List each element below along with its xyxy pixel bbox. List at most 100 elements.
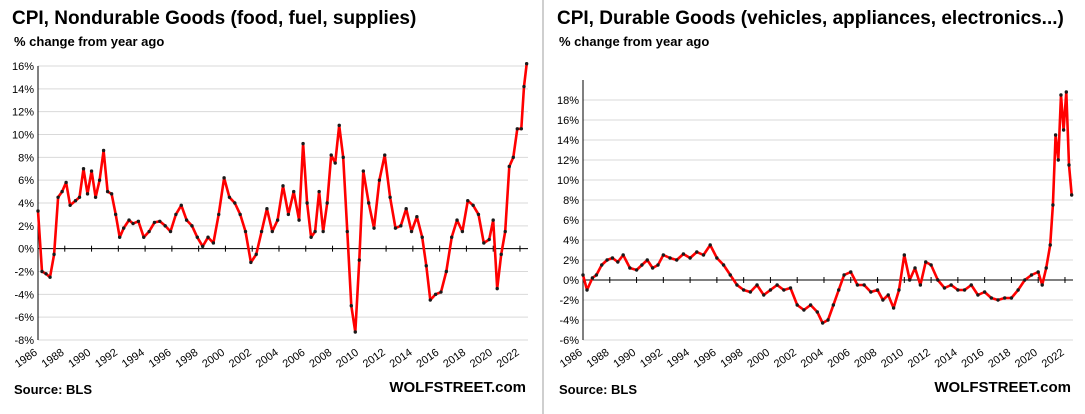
data-point bbox=[121, 226, 126, 230]
data-point bbox=[444, 269, 449, 274]
x-tick-label: 2018 bbox=[441, 347, 468, 371]
x-tick-label: 2020 bbox=[468, 347, 495, 371]
y-tick-label: 4% bbox=[563, 235, 579, 247]
data-point bbox=[605, 258, 609, 262]
data-point bbox=[377, 178, 382, 182]
data-point bbox=[499, 252, 503, 257]
data-point bbox=[333, 161, 337, 165]
data-point bbox=[708, 243, 712, 247]
x-tick-label: 1996 bbox=[692, 347, 719, 371]
data-point bbox=[163, 224, 167, 228]
x-tick-label: 2012 bbox=[906, 347, 933, 371]
x-tick-label: 2014 bbox=[933, 347, 960, 371]
y-tick-label: -6% bbox=[14, 312, 34, 324]
data-point bbox=[275, 218, 280, 222]
y-tick-label: 8% bbox=[18, 152, 34, 164]
data-point bbox=[842, 273, 846, 277]
data-point bbox=[594, 273, 599, 277]
data-point bbox=[491, 218, 495, 222]
series-line bbox=[581, 90, 1073, 325]
data-point bbox=[117, 235, 122, 239]
data-point bbox=[522, 84, 526, 89]
chart-plot-area: -6%-4%-2%0%2%4%6%8%10%12%14%16%18%1986 19… bbox=[557, 80, 1074, 371]
data-point bbox=[297, 218, 301, 222]
x-tick-label: 2012 bbox=[361, 347, 388, 371]
data-point bbox=[345, 229, 349, 234]
x-tick-label: 1992 bbox=[93, 347, 120, 371]
data-point bbox=[270, 229, 274, 234]
x-tick-label: 2020 bbox=[1013, 347, 1040, 371]
data-point bbox=[292, 189, 296, 194]
data-point bbox=[101, 148, 106, 153]
data-point bbox=[1059, 93, 1063, 97]
data-point bbox=[105, 189, 110, 194]
data-point bbox=[56, 195, 60, 199]
y-tick-label: 0% bbox=[18, 244, 34, 256]
data-point bbox=[826, 318, 830, 322]
x-tick-label: 2002 bbox=[227, 347, 254, 371]
data-point bbox=[439, 290, 443, 294]
x-tick-label: 2018 bbox=[986, 347, 1013, 371]
data-point bbox=[44, 272, 48, 276]
x-tick-label: 2022 bbox=[1040, 347, 1067, 371]
x-tick-label: 1990 bbox=[66, 347, 93, 371]
x-tick-label: 2010 bbox=[334, 347, 361, 371]
y-tick-label: 14% bbox=[12, 84, 34, 96]
x-tick-label: 2000 bbox=[200, 347, 227, 371]
x-tick-label: 2010 bbox=[879, 347, 906, 371]
data-point bbox=[89, 169, 94, 173]
data-point bbox=[918, 283, 923, 287]
data-point bbox=[924, 260, 928, 264]
data-point bbox=[1029, 273, 1034, 277]
data-point bbox=[628, 266, 632, 270]
data-point bbox=[77, 195, 82, 199]
data-point bbox=[353, 330, 357, 334]
data-point bbox=[1053, 133, 1058, 137]
chart-plot-area: -8%-6%-4%-2%0%2%4%6%8%10%12%14%16%1986 19… bbox=[12, 61, 529, 371]
data-point bbox=[1044, 266, 1048, 270]
data-point bbox=[1040, 283, 1044, 287]
data-point bbox=[681, 252, 686, 256]
data-point bbox=[361, 169, 366, 173]
data-point bbox=[519, 127, 524, 131]
data-point bbox=[820, 321, 825, 325]
data-point bbox=[1061, 128, 1066, 132]
x-tick-label: 1986 bbox=[13, 347, 40, 371]
data-point bbox=[325, 201, 329, 205]
brand-label: WOLFSTREET.com bbox=[934, 379, 1071, 396]
data-point bbox=[741, 288, 746, 292]
data-point bbox=[259, 229, 264, 234]
data-point bbox=[206, 235, 210, 239]
data-point bbox=[1003, 296, 1007, 300]
x-tick-label: 2004 bbox=[254, 347, 281, 371]
data-point bbox=[929, 263, 933, 267]
x-tick-label: 1998 bbox=[173, 347, 200, 371]
data-point bbox=[455, 218, 459, 222]
data-point bbox=[503, 229, 507, 234]
data-point bbox=[907, 278, 912, 282]
data-point bbox=[449, 235, 454, 239]
data-point bbox=[158, 219, 162, 223]
y-tick-label: -4% bbox=[559, 315, 579, 327]
y-tick-label: 6% bbox=[563, 215, 579, 227]
data-point bbox=[875, 288, 880, 292]
data-point bbox=[200, 244, 205, 249]
data-point bbox=[249, 260, 253, 265]
data-point bbox=[581, 273, 585, 277]
data-point bbox=[610, 256, 615, 260]
data-point bbox=[238, 212, 242, 217]
data-point bbox=[969, 283, 973, 287]
data-point bbox=[460, 229, 465, 234]
x-tick-label: 2008 bbox=[307, 347, 334, 371]
data-point bbox=[782, 288, 786, 292]
x-tick-label: 2008 bbox=[852, 347, 879, 371]
y-tick-label: 18% bbox=[557, 95, 579, 107]
data-point bbox=[409, 229, 414, 234]
y-tick-label: -8% bbox=[14, 335, 34, 347]
data-point bbox=[1056, 158, 1060, 162]
panel-divider bbox=[542, 0, 544, 414]
y-tick-label: 12% bbox=[12, 107, 34, 119]
data-point bbox=[775, 283, 779, 287]
data-point bbox=[755, 283, 759, 287]
x-tick-label: 2004 bbox=[799, 347, 826, 371]
